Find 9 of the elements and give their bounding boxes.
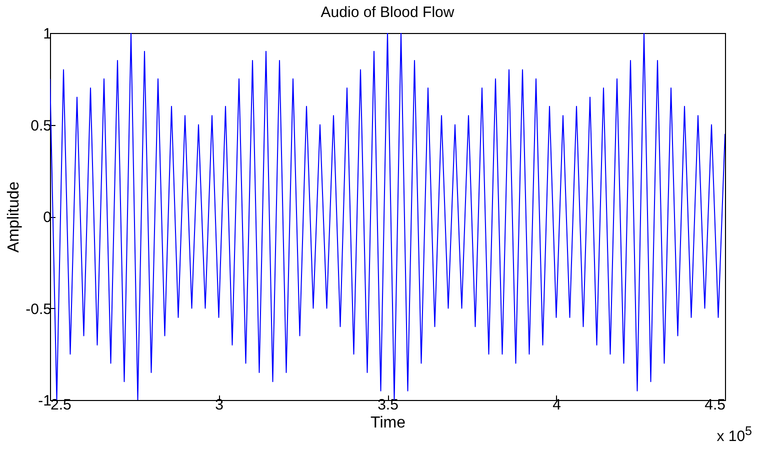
y-tick-label: -1 bbox=[38, 392, 52, 410]
text: x 10$^{5}$ bbox=[716, 424, 752, 445]
line-series bbox=[50, 33, 725, 400]
y-tick-label: -0.5 bbox=[26, 300, 52, 318]
y-axis-title: Amplitude bbox=[6, 181, 23, 253]
y-tick-label: 1 bbox=[43, 26, 52, 42]
x-axis-title: Time bbox=[370, 414, 406, 432]
chart-title: Audio of Blood Flow bbox=[320, 4, 454, 21]
y-tick-label: 0.5 bbox=[30, 117, 52, 134]
